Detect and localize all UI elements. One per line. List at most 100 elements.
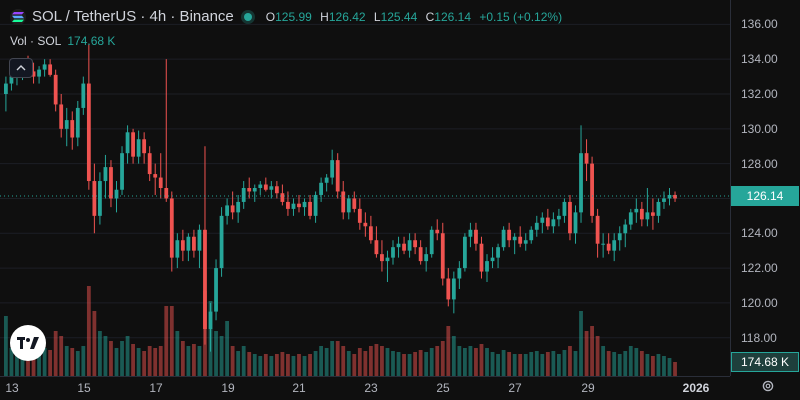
time-axis[interactable]: 13 15 17 19 21 23 25 27 29 2026 xyxy=(0,376,730,400)
volume-bar xyxy=(92,311,97,376)
candle-body xyxy=(639,208,644,220)
candle-body xyxy=(368,226,373,241)
candle-body xyxy=(203,229,207,329)
candle-body xyxy=(180,240,185,251)
time-tick-label: 15 xyxy=(77,381,91,395)
price-tick-label: 124.00 xyxy=(741,226,778,241)
volume-bar xyxy=(114,348,119,376)
candle-body xyxy=(286,201,290,209)
volume-bars xyxy=(4,286,677,376)
volume-bar xyxy=(451,336,456,376)
volume-bar xyxy=(48,350,53,376)
candle-body xyxy=(380,254,384,262)
volume-bar xyxy=(297,354,301,376)
candle-body xyxy=(269,186,274,190)
volume-bar xyxy=(462,348,467,376)
candle-body xyxy=(186,236,191,251)
volume-bar xyxy=(308,354,312,376)
candle-body xyxy=(590,163,594,216)
candle-body xyxy=(573,212,578,234)
candle-body xyxy=(252,188,257,192)
volume-bar xyxy=(479,344,484,376)
volume-bar xyxy=(391,351,395,376)
volume-bar xyxy=(579,311,583,376)
candle-body xyxy=(219,215,224,269)
volume-bar xyxy=(634,348,639,376)
candle-body xyxy=(518,236,523,244)
close-value: 126.14 xyxy=(434,9,471,24)
candle-body xyxy=(59,104,64,129)
candle-body xyxy=(75,107,80,138)
price-tick-label: 130.00 xyxy=(741,121,778,136)
volume-bar xyxy=(651,356,655,376)
volume-bar xyxy=(529,352,534,376)
volume-bar xyxy=(385,348,390,376)
candle-body xyxy=(263,184,268,190)
volume-bar xyxy=(64,346,69,376)
volume-bar xyxy=(612,352,617,376)
candle-body xyxy=(70,120,75,138)
candle-body xyxy=(81,83,86,108)
candle-body xyxy=(628,212,633,225)
volume-bar xyxy=(501,350,506,376)
candle-body xyxy=(562,201,567,216)
volume-bar xyxy=(545,352,550,376)
candle-body xyxy=(651,212,655,216)
volume-bar xyxy=(247,352,252,376)
volume-bar xyxy=(468,346,473,376)
tradingview-logo[interactable] xyxy=(10,325,46,361)
candle-body xyxy=(479,243,484,272)
volume-bar xyxy=(70,348,75,376)
volume-bar xyxy=(490,352,495,376)
candle-body xyxy=(623,224,628,234)
candle-body xyxy=(579,153,583,213)
candle-body xyxy=(302,201,307,208)
candle-body xyxy=(64,120,69,129)
volume-bar xyxy=(562,350,567,376)
volume-label[interactable]: Vol · SOL xyxy=(10,34,62,48)
candle-body xyxy=(230,205,235,213)
collapse-legend-button[interactable] xyxy=(9,58,33,78)
candle-body xyxy=(424,254,429,262)
candlestick-chart[interactable] xyxy=(0,0,730,376)
chart-settings-button[interactable] xyxy=(760,378,776,394)
candle-body xyxy=(391,247,395,258)
low-value: 125.44 xyxy=(380,9,418,24)
volume-bar xyxy=(639,351,644,376)
candle-body xyxy=(612,240,617,251)
volume-bar xyxy=(595,336,600,376)
volume-bar xyxy=(380,346,384,376)
candle-body xyxy=(462,236,467,269)
volume-bar xyxy=(324,348,329,376)
candle-body xyxy=(37,69,41,77)
volume-bar xyxy=(186,346,191,376)
volume-bar xyxy=(330,341,335,376)
symbol-legend: SOL / TetherUS · 4h · Binance O125.99 H1… xyxy=(10,8,567,25)
candle-body xyxy=(319,182,324,195)
candle-body xyxy=(308,201,312,216)
candle-body xyxy=(236,201,241,213)
candle-body xyxy=(86,83,91,182)
candle-body xyxy=(109,167,113,199)
chart-canvas[interactable]: SOL / TetherUS · 4h · Binance O125.99 H1… xyxy=(0,0,730,376)
price-tick-label: 118.00 xyxy=(741,330,777,345)
low-label: L xyxy=(373,9,381,24)
candle-body xyxy=(291,203,296,209)
candle-body xyxy=(131,132,135,157)
candle-body xyxy=(330,160,335,178)
volume-bar xyxy=(396,352,401,376)
volume-bar xyxy=(42,348,47,376)
volume-bar xyxy=(252,354,257,376)
volume-bar xyxy=(496,354,500,376)
volume-bar xyxy=(230,346,235,376)
volume-bar xyxy=(280,352,285,376)
symbol-title[interactable]: SOL / TetherUS · 4h · Binance xyxy=(32,8,234,25)
candle-body xyxy=(645,212,650,220)
volume-bar xyxy=(485,348,489,376)
candle-body xyxy=(490,257,495,262)
time-tick-label: 19 xyxy=(221,381,235,395)
volume-bar xyxy=(31,351,36,376)
candle-body xyxy=(429,229,434,255)
candle-body xyxy=(667,194,672,199)
candle-body xyxy=(529,229,534,241)
